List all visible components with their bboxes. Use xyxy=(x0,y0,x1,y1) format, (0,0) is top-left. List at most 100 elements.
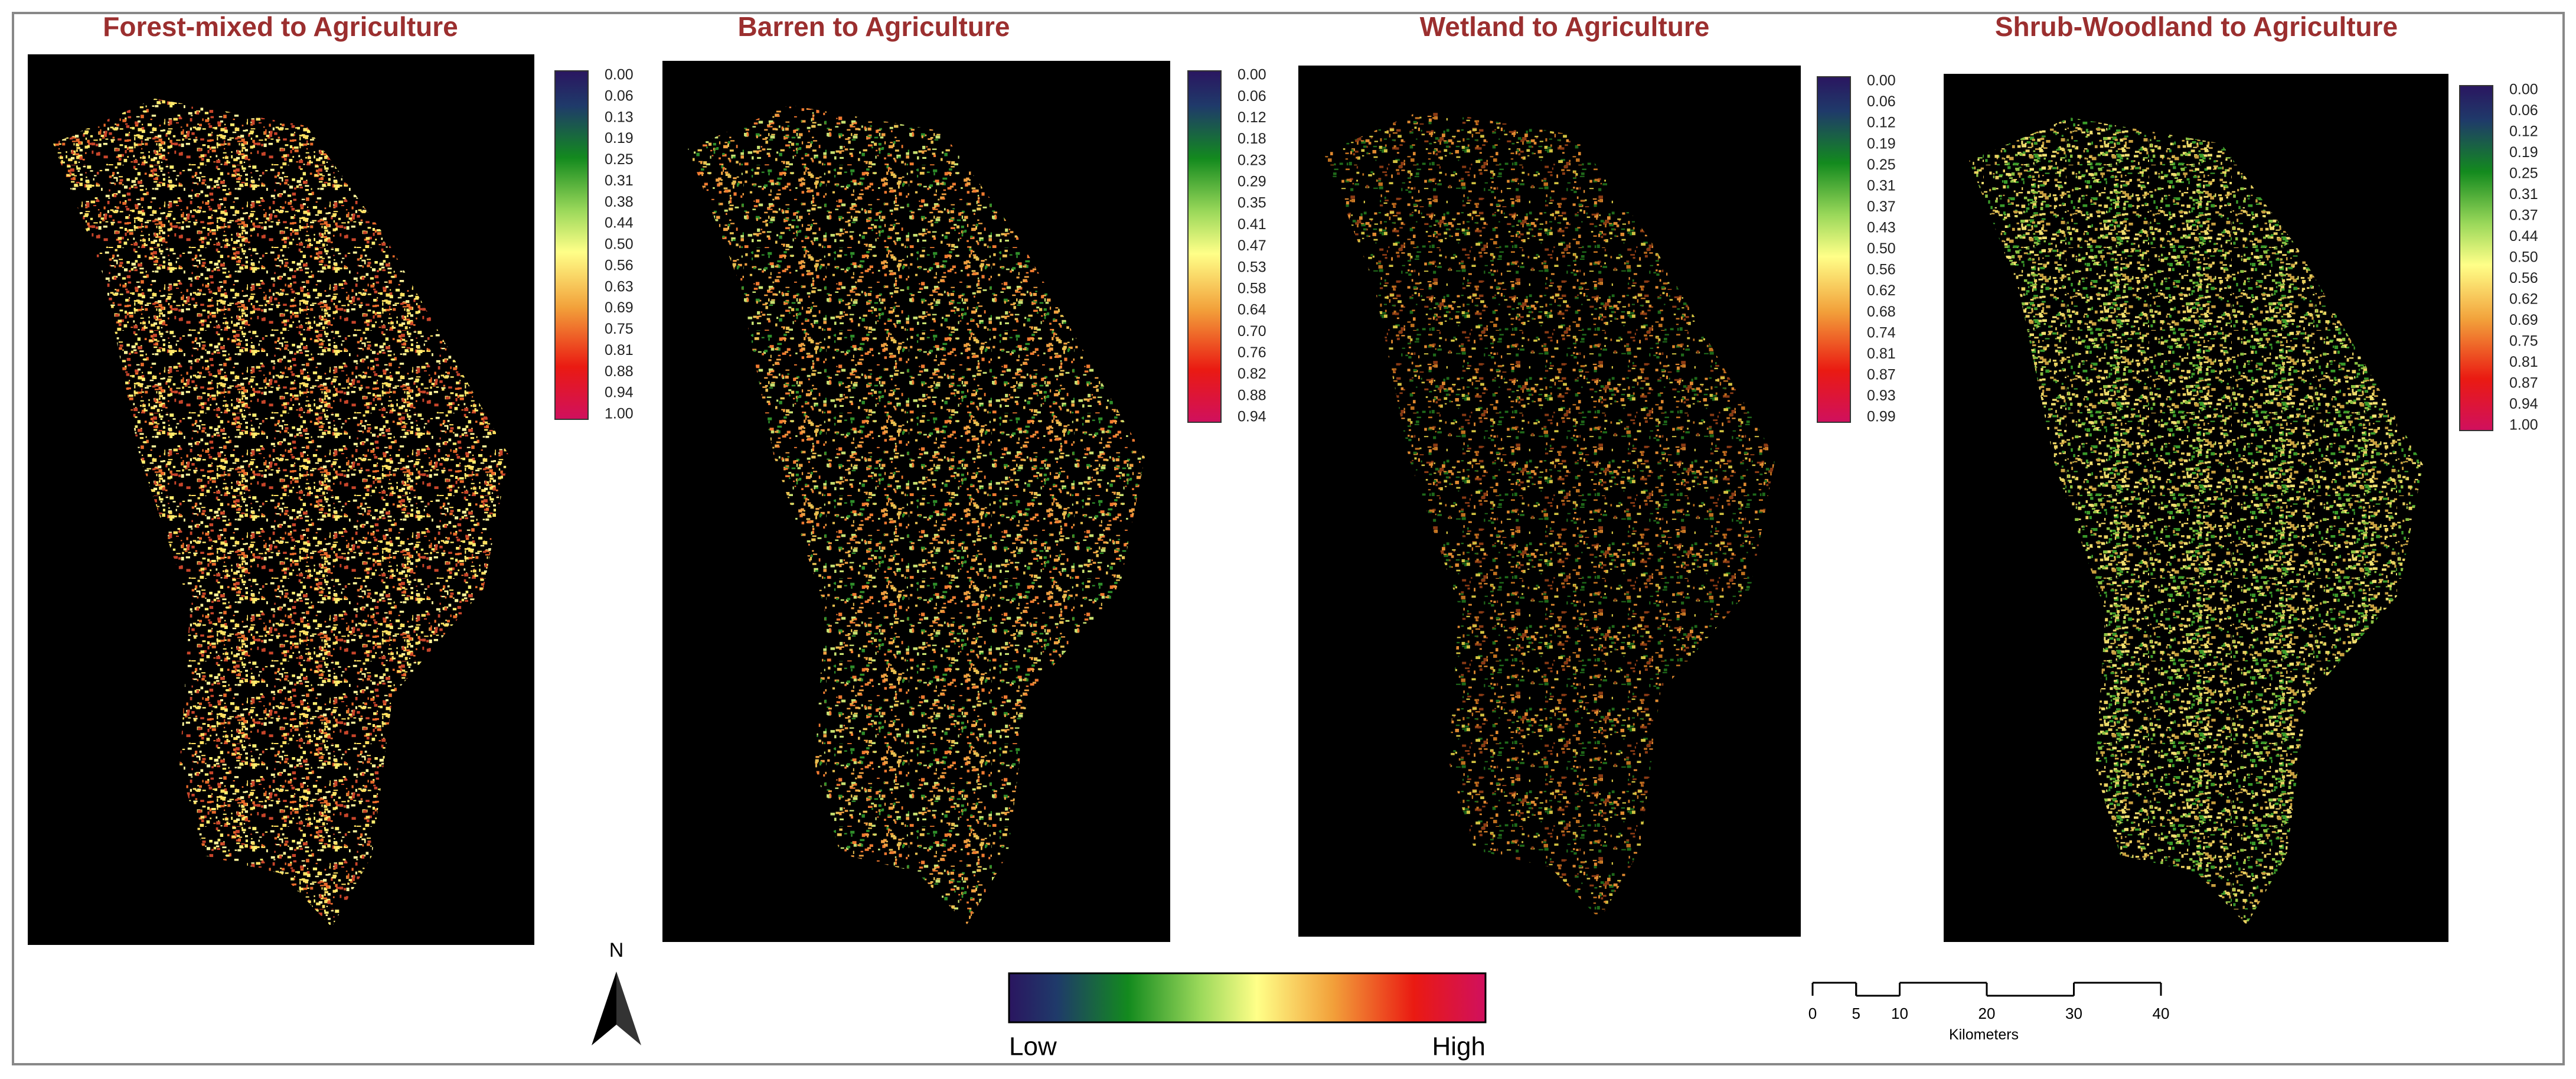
legend-ramp xyxy=(1817,76,1851,423)
legend-ramp xyxy=(554,70,589,420)
map-panel: Barren to Agriculture 0.00 0.06 0.12 0.18 0.2… xyxy=(662,11,1266,942)
map-panel: Shrub-Woodland to Agriculture 0.00 0.06 0.1… xyxy=(1944,11,2538,942)
scale-bar-line xyxy=(1811,982,2162,997)
legend-label: 0.62 xyxy=(1867,282,1896,299)
scale-unit: Kilometers xyxy=(1949,1026,2019,1043)
legend-label: 0.31 xyxy=(2509,186,2538,203)
legend-label: 0.87 xyxy=(2509,375,2538,392)
scale-tick-label: 30 xyxy=(2065,1005,2082,1022)
legend-label: 0.87 xyxy=(1867,366,1896,383)
legend-label: 0.44 xyxy=(605,215,634,232)
color-ramp: Low High xyxy=(1008,972,1487,1061)
legend-label: 0.00 xyxy=(1867,73,1896,89)
legend-label: 0.38 xyxy=(605,194,634,210)
scale-tick-label: 0 xyxy=(1808,1005,1817,1022)
legend-label: 0.18 xyxy=(1238,131,1266,147)
legend-label: 0.99 xyxy=(1867,409,1896,425)
legend-label: 0.68 xyxy=(1867,304,1896,320)
legend-label: 0.93 xyxy=(1867,387,1896,404)
north-arrow: N xyxy=(592,939,641,1045)
legend-label: 0.94 xyxy=(2509,396,2538,412)
legend-label: 0.70 xyxy=(1238,323,1266,340)
legend-label: 0.88 xyxy=(605,363,634,380)
legend-ramp xyxy=(1187,70,1222,423)
legend-label: 0.56 xyxy=(2509,270,2538,286)
legend-label: 0.43 xyxy=(1867,220,1896,236)
scale-tick-label: 5 xyxy=(1852,1005,1860,1022)
legend-label: 0.82 xyxy=(1238,366,1266,382)
legend-label: 0.12 xyxy=(1867,115,1896,131)
legend-label: 0.06 xyxy=(605,87,634,104)
color-ramp-bar xyxy=(1008,972,1487,1023)
legend-label: 0.81 xyxy=(2509,354,2538,370)
legend-label: 0.12 xyxy=(1238,109,1266,126)
study-area xyxy=(688,105,1145,924)
legend-label: 0.56 xyxy=(1867,262,1896,278)
legend-label: 0.31 xyxy=(605,172,634,189)
panel-title: Shrub-Woodland to Agriculture xyxy=(1995,11,2398,42)
legend-label: 0.44 xyxy=(2509,228,2538,245)
legend-label: 0.06 xyxy=(2509,102,2538,119)
legend-label: 0.56 xyxy=(605,257,634,273)
legend-label: 0.88 xyxy=(1238,387,1266,403)
legend-label: 1.00 xyxy=(2509,417,2538,433)
legend-label: 0.19 xyxy=(605,130,634,146)
legend-label: 0.31 xyxy=(1867,177,1896,194)
legend-label: 0.50 xyxy=(2509,249,2538,266)
legend-label: 0.25 xyxy=(605,151,634,168)
legend-label: 0.47 xyxy=(1238,237,1266,254)
legend-label: 1.00 xyxy=(605,406,634,422)
legend-label: 0.19 xyxy=(2509,144,2538,161)
scale-tick-label: 10 xyxy=(1891,1005,1908,1022)
legend-ramp xyxy=(2459,85,2493,431)
ramp-low-label: Low xyxy=(1009,1032,1057,1061)
legend-label: 0.81 xyxy=(605,342,634,358)
frame-border xyxy=(12,12,2565,1065)
map-panel: Wetland to Agriculture 0.00 0.06 0.12 0.19 0.… xyxy=(1298,11,1896,937)
legend-label: 0.69 xyxy=(605,299,634,316)
legend-label: 0.13 xyxy=(605,109,634,125)
legend-label: 0.00 xyxy=(605,67,634,83)
legend-label: 0.76 xyxy=(1238,344,1266,361)
north-arrow-left xyxy=(592,972,616,1045)
scale-tick-label: 20 xyxy=(1978,1005,1996,1022)
legend-label: 0.50 xyxy=(1867,240,1896,257)
ramp-high-label: High xyxy=(1432,1032,1486,1061)
legend-label: 0.58 xyxy=(1238,280,1266,296)
legend-label: 0.64 xyxy=(1238,302,1266,318)
legend-label: 0.94 xyxy=(1238,409,1266,425)
north-label: N xyxy=(609,939,624,961)
legend-label: 0.41 xyxy=(1238,216,1266,233)
legend-label: 0.06 xyxy=(1238,88,1266,105)
legend-label: 0.37 xyxy=(1867,198,1896,215)
legend-label: 0.94 xyxy=(605,384,634,401)
legend-label: 0.53 xyxy=(1238,259,1266,275)
scale-tick-label: 40 xyxy=(2153,1005,2170,1022)
legend-label: 0.62 xyxy=(2509,291,2538,308)
panel-title: Wetland to Agriculture xyxy=(1420,11,1710,42)
legend-label: 0.50 xyxy=(605,236,634,253)
panel-title: Forest-mixed to Agriculture xyxy=(103,11,458,42)
study-area xyxy=(1324,109,1775,920)
legend-label: 0.69 xyxy=(2509,312,2538,328)
legend-label: 0.37 xyxy=(2509,207,2538,224)
legend-label: 0.75 xyxy=(2509,333,2538,350)
legend-label: 0.19 xyxy=(1867,135,1896,152)
legend-label: 0.75 xyxy=(605,321,634,337)
north-arrow-right xyxy=(616,972,641,1045)
legend-label: 0.00 xyxy=(1238,67,1266,83)
legend-label: 0.23 xyxy=(1238,152,1266,168)
legend-label: 0.81 xyxy=(1867,345,1896,362)
legend-label: 0.00 xyxy=(2509,82,2538,98)
legend-label: 0.06 xyxy=(1867,93,1896,110)
legend-label: 0.74 xyxy=(1867,324,1896,341)
legend-label: 0.25 xyxy=(1867,157,1896,173)
study-area xyxy=(1969,118,2423,925)
study-area xyxy=(53,99,509,927)
panels: Forest-mixed to Agriculture 0.00 0.06 0.13 0… xyxy=(28,11,2538,945)
legend-label: 0.35 xyxy=(1238,195,1266,211)
legend-label: 0.12 xyxy=(2509,123,2538,140)
panel-title: Barren to Agriculture xyxy=(738,11,1010,42)
legend-label: 0.63 xyxy=(605,278,634,295)
